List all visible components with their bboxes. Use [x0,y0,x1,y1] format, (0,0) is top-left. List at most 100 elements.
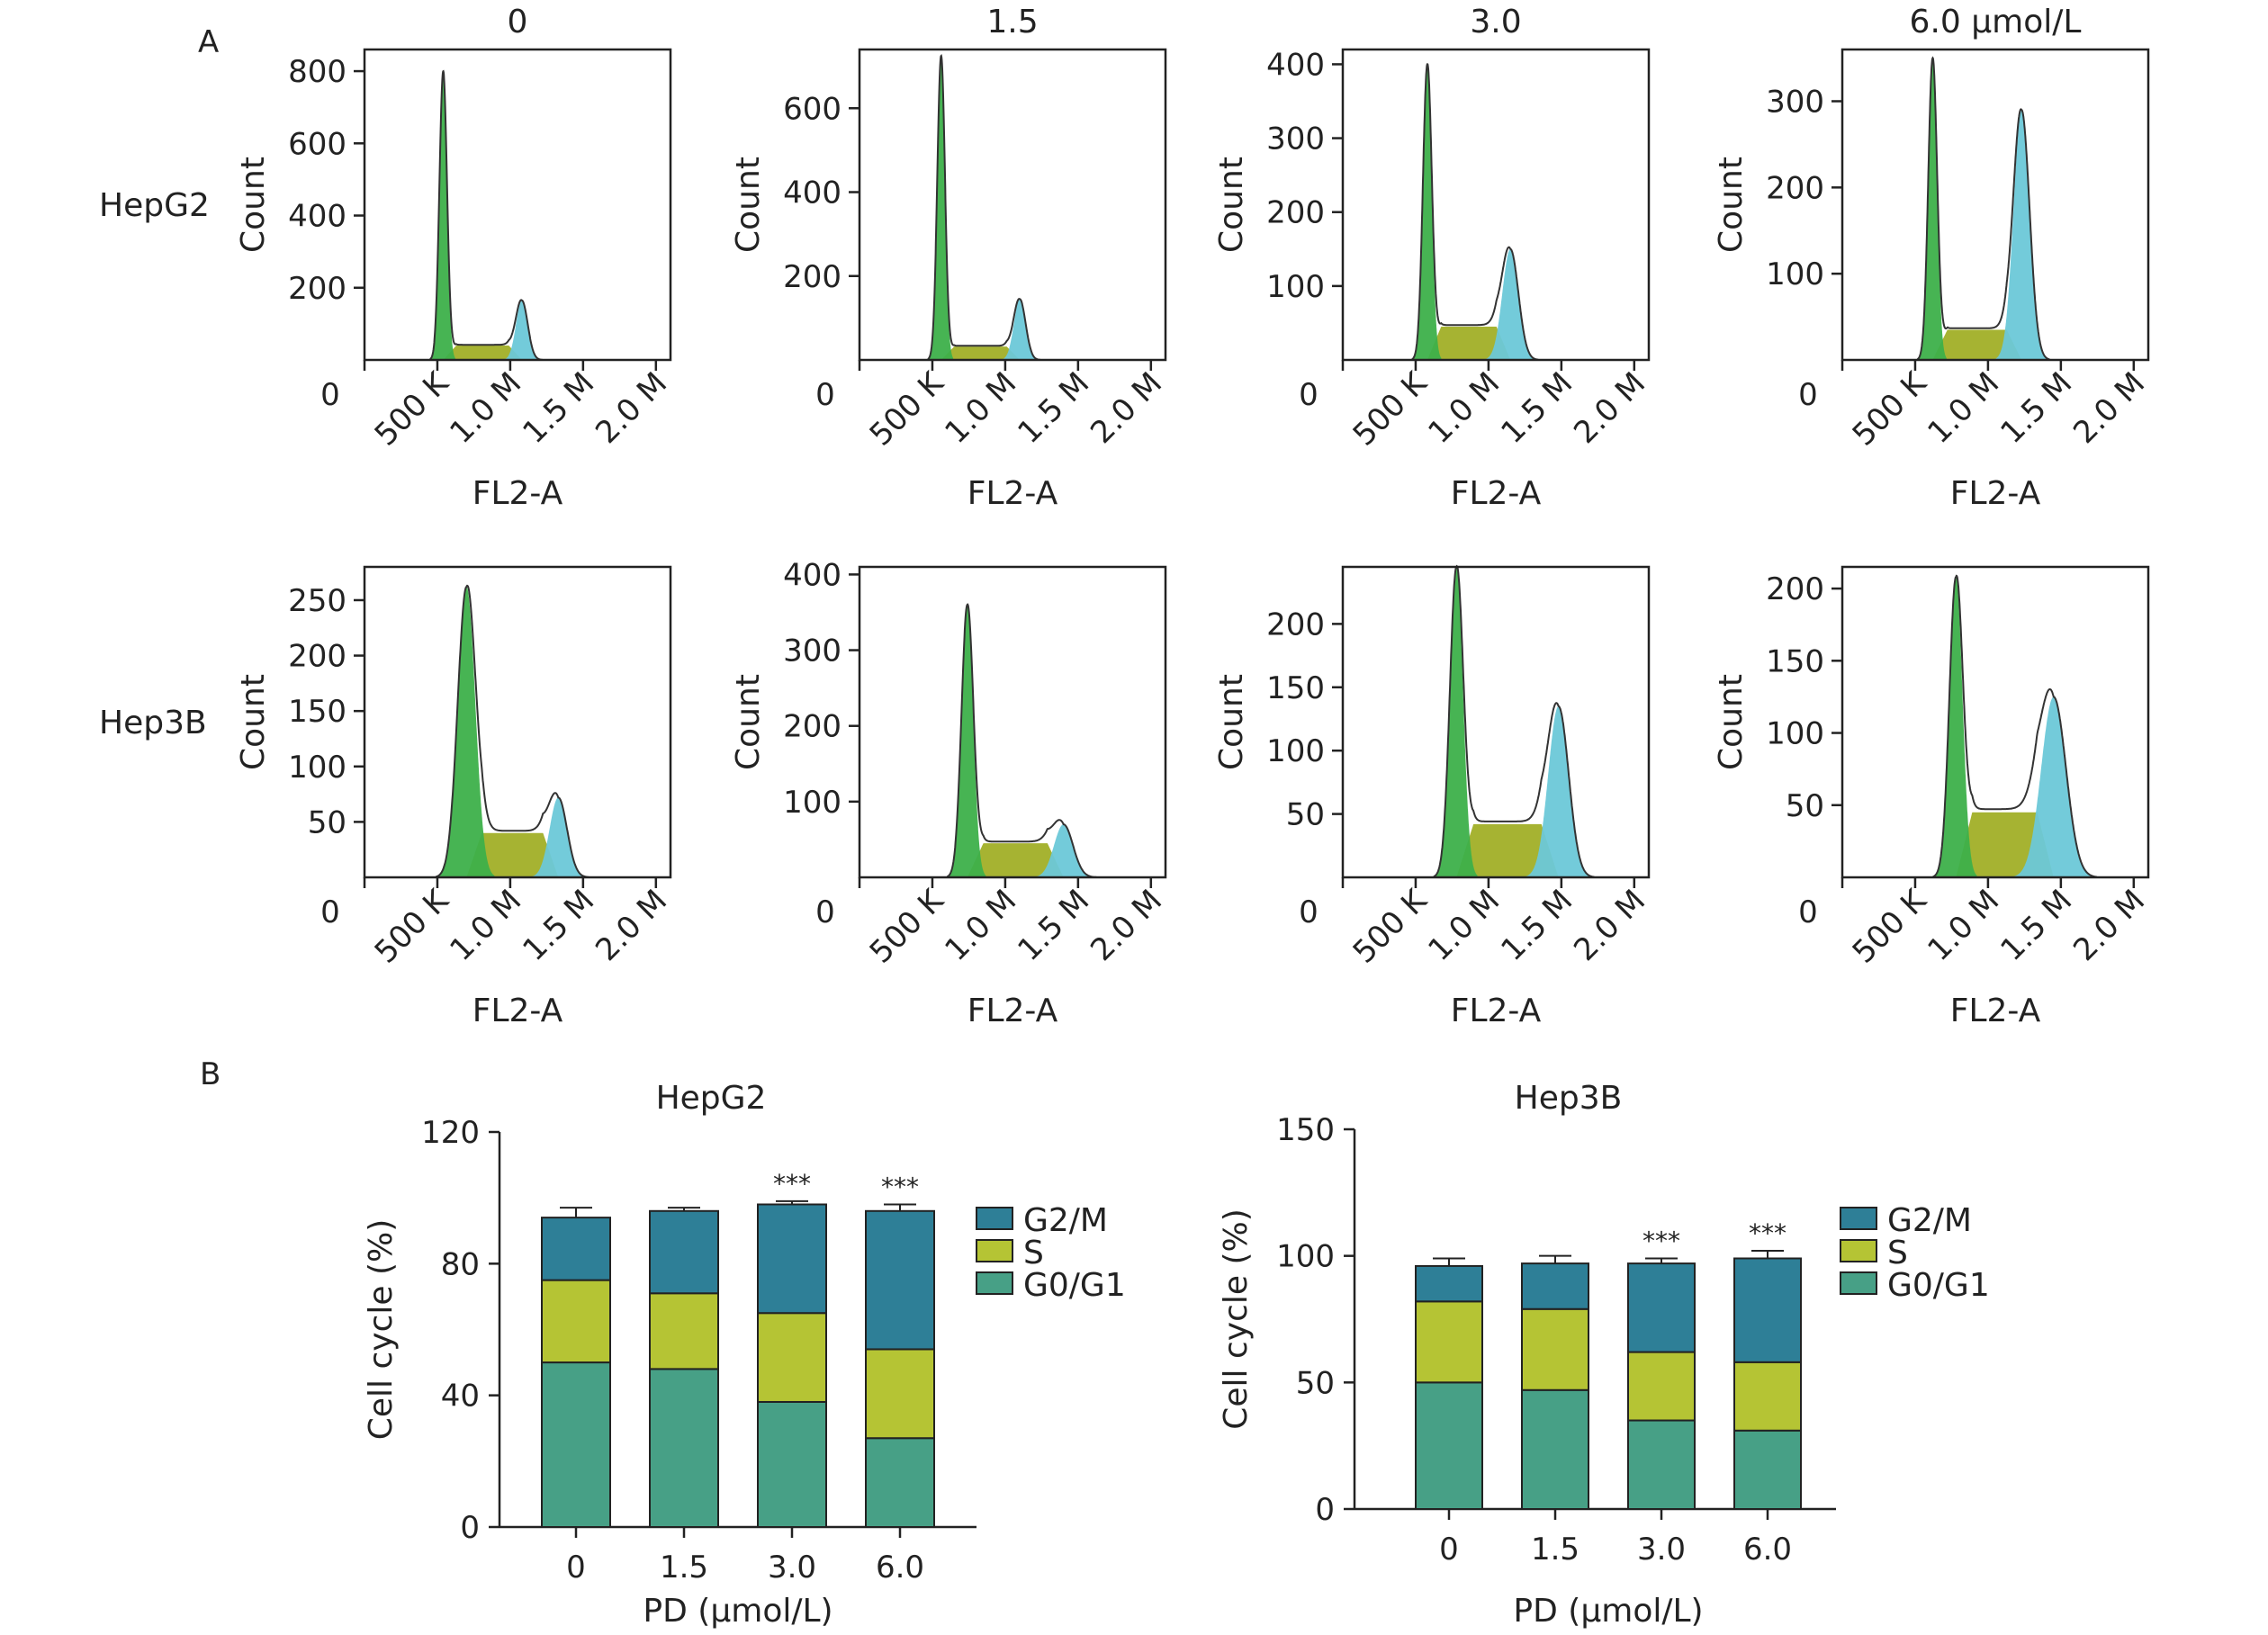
histogram-s-phase [443,346,522,360]
bar-segment [649,1209,719,1295]
y-axis-label: Count [730,674,767,770]
histogram-g1-peak [949,605,986,877]
histogram-s-phase [940,346,1021,360]
histogram-s-phase [1932,329,2022,360]
column-title: 3.0 [1470,4,1521,40]
y-axis-label: Count [235,157,272,253]
significance-marker: *** [773,1169,811,1199]
x-tick-label: 500 K [1846,882,1935,971]
y-tick-label: 50 [308,804,346,840]
x-tick-label: 1.5 M [1494,883,1580,968]
y-tick-label: 400 [783,175,842,211]
histogram-outline [946,603,1097,878]
legend-swatch [1840,1207,1877,1230]
legend-swatch [1840,1271,1877,1295]
column-title: 0 [508,4,528,40]
x-tick-label: 2.0 M [1084,883,1169,968]
y-tick-label: 200 [783,259,842,295]
histogram-frame [858,48,1167,362]
y-tick-label: 600 [288,126,346,162]
bar-segment [649,1292,719,1370]
x-tick-label: 1.0 M [1921,365,2006,451]
x-tick-label: 0 [1439,1532,1459,1568]
bar-segment [1521,1307,1589,1391]
x-tick-label: 500 K [1346,364,1436,454]
y-tick-label: 400 [783,557,842,593]
bar-segment [1733,1429,1802,1510]
y-tick-label: 150 [1766,643,1824,679]
histogram-frame [1341,565,1651,879]
bar-segment [1627,1419,1696,1510]
bar-segment [865,1209,935,1351]
bar-segment [541,1361,611,1529]
bar-segment [865,1437,935,1528]
x-tick-label: 500 K [1346,882,1436,971]
y-zero-label: 0 [1798,377,1818,413]
histogram-frame [363,565,672,879]
panel-a-histograms: 0 1.5 3.0 6.0 μmol/L HepG2 Hep3B 200 400 600 800 0… [99,4,2152,1029]
x-axis-label: FL2-A [968,475,1058,512]
bar-segment [1415,1381,1483,1511]
x-tick-label: 1.5 M [1994,365,2079,451]
y-tick-label: 80 [441,1246,480,1282]
y-tick-label: 300 [1766,85,1824,121]
histogram-s-phase [967,843,1064,877]
x-tick-label: 2.0 M [2066,883,2152,968]
y-tick-label: 50 [1786,788,1824,824]
y-tick-label: 300 [1266,121,1325,157]
legend-swatch [1840,1239,1877,1262]
y-axis-label: Count [730,157,767,253]
bar-segment [541,1217,611,1281]
histogram-outline [1411,62,1539,361]
bar-segment [865,1348,935,1440]
y-axis-label: Count [1213,674,1250,770]
legend-swatch [976,1239,1013,1262]
histogram-panel: 50 100 150 200 0 500 K1.0 M1.5 M2.0 M FL2-A Cou… [1213,564,1652,1029]
x-tick-label: 500 K [368,364,457,454]
histogram-panel: 100 200 300 0 500 K1.0 M1.5 M2.0 M FL2-A Count [1713,48,2152,512]
bar-segment [1521,1388,1589,1510]
bar-segment [757,1312,827,1403]
x-tick-label: 3.0 [768,1550,816,1586]
legend-label: G0/G1 [1887,1267,1990,1304]
panel-letter-a: A [198,24,219,60]
x-tick-label: 500 K [863,364,952,454]
y-tick-label: 150 [288,694,346,730]
y-tick-label: 200 [288,271,346,307]
histogram-frame [363,48,672,362]
histogram-panel: 200 400 600 800 0 500 K1.0 M1.5 M2.0 M FL2-A Co… [235,48,674,512]
panel-b-bar-charts: HepG2 0 40 80 120 Cell cycle (%) 0 1.5 *** 3.0 ***… [363,1080,1990,1630]
y-tick-label: 150 [1266,670,1325,706]
y-axis-label: Count [1713,157,1750,253]
histogram-g2m-peak [1995,110,2048,360]
y-tick-label: 200 [1766,170,1824,206]
column-title: 1.5 [986,4,1038,40]
y-tick-label: 50 [1296,1365,1335,1401]
x-tick-label: 3.0 [1637,1532,1686,1568]
x-tick-label: 1.0 M [938,365,1023,451]
y-tick-label: 100 [1766,256,1824,292]
x-axis-label: FL2-A [472,993,563,1029]
y-tick-label: 120 [421,1115,480,1151]
x-tick-label: 2.0 M [1567,365,1652,451]
y-tick-label: 100 [1276,1239,1335,1275]
bar-segment [541,1279,611,1364]
histogram-outline [1932,574,2098,878]
histogram-frame [1840,565,2150,879]
bar-segment [1733,1257,1802,1363]
y-tick-label: 200 [288,639,346,675]
y-tick-label: 100 [288,750,346,786]
histogram-outline [436,584,590,878]
histogram-panel: 100 200 300 400 0 500 K1.0 M1.5 M2.0 M FL2-A Co… [1213,47,1652,512]
histogram-s-phase [466,832,559,877]
x-tick-label: 1.0 M [938,883,1023,968]
x-tick-label: 2.0 M [589,365,674,451]
y-tick-label: 0 [1315,1492,1335,1528]
y-zero-label: 0 [1299,894,1318,930]
y-tick-label: 200 [783,709,842,745]
x-axis-label: FL2-A [1451,475,1542,512]
histogram-outline [1433,564,1595,878]
y-tick-label: 600 [783,91,842,127]
y-tick-label: 100 [1266,733,1325,769]
